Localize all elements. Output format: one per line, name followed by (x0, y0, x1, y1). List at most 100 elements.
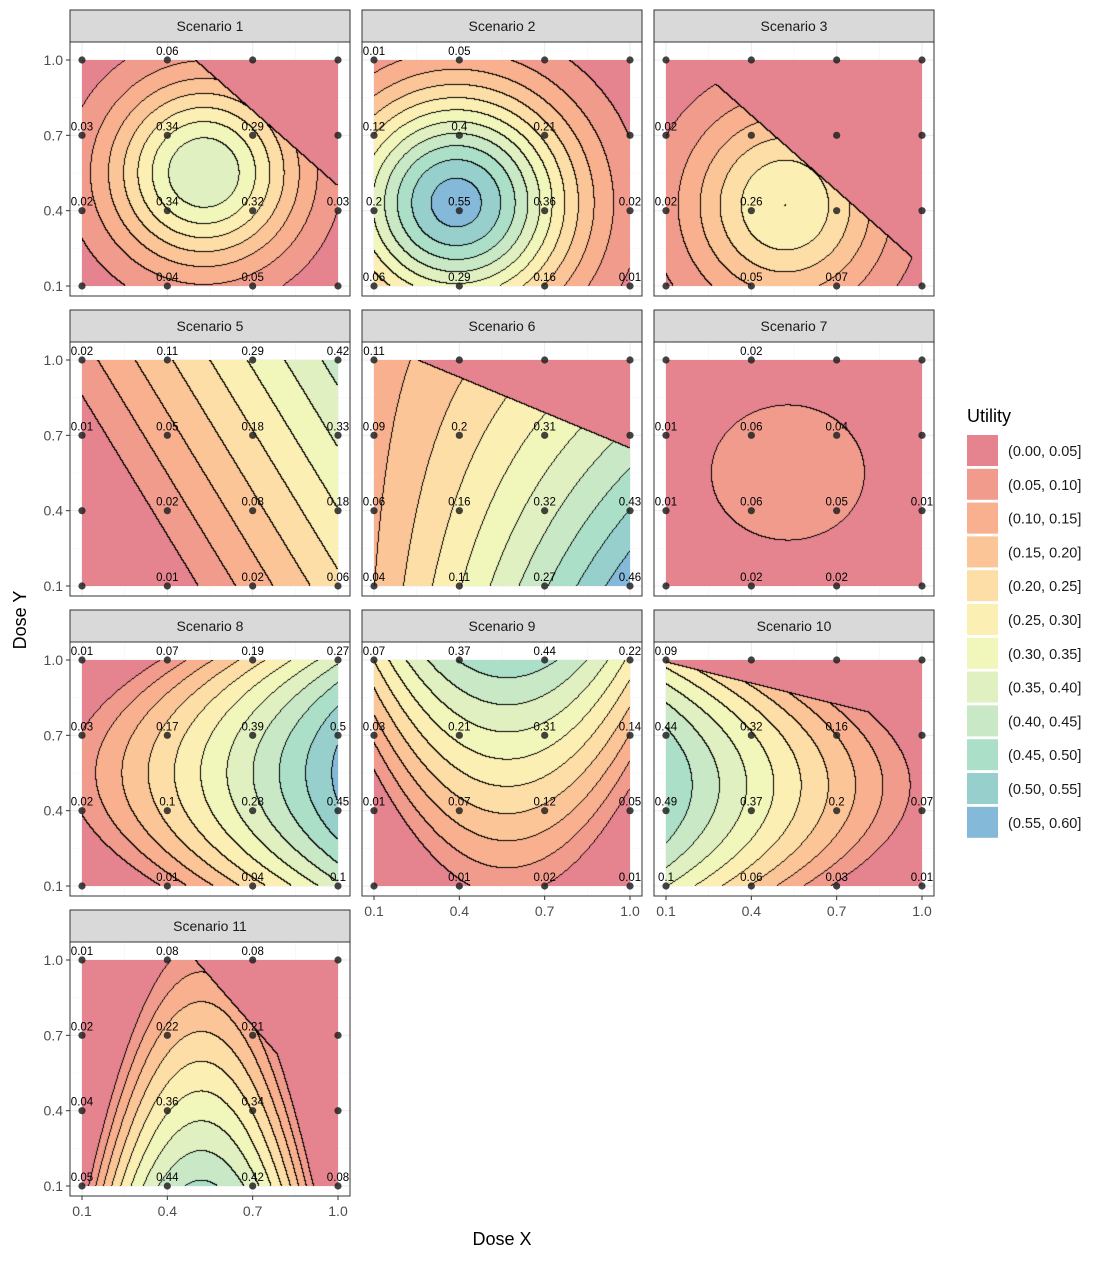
dose-point (249, 656, 257, 664)
utility-value-label: 0.2 (451, 421, 467, 433)
dose-point (626, 731, 634, 739)
dose-point (370, 282, 378, 290)
dose-point (541, 807, 549, 815)
facet-title: Scenario 1 (177, 18, 244, 34)
y-tick-label: 0.1 (44, 278, 64, 294)
utility-value-label: 0.01 (71, 646, 93, 658)
facet-title: Scenario 3 (761, 18, 828, 34)
utility-contour-fill (374, 360, 630, 586)
dose-point (163, 131, 171, 139)
dose-point (78, 282, 86, 290)
dose-point (163, 1182, 171, 1190)
dose-point (833, 131, 841, 139)
legend-label: (0.30, 0.35] (1008, 647, 1081, 663)
facet-strip (653, 609, 935, 643)
dose-point (370, 507, 378, 515)
utility-value-label: 0.05 (156, 421, 178, 433)
legend-swatch (967, 739, 998, 771)
dose-point (370, 731, 378, 739)
dose-point (249, 1182, 257, 1190)
dose-point (626, 131, 634, 139)
dose-point (747, 431, 755, 439)
dose-point (626, 207, 634, 215)
dose-point (918, 282, 926, 290)
dose-point (833, 356, 841, 364)
dose-point (370, 431, 378, 439)
utility-value-label: 0.19 (241, 646, 263, 658)
utility-value-label: 0.07 (363, 646, 385, 658)
dose-point (833, 56, 841, 64)
utility-value-label: 0.06 (740, 872, 762, 884)
dose-point (833, 507, 841, 515)
utility-value-label: 0.27 (533, 572, 555, 584)
legend-label: (0.10, 0.15] (1008, 512, 1081, 528)
utility-value-label: 0.1 (159, 797, 175, 809)
utility-value-label: 0.21 (533, 121, 555, 133)
dose-point (541, 356, 549, 364)
utility-value-label: 0.44 (655, 721, 678, 733)
legend-label: (0.00, 0.05] (1008, 444, 1081, 460)
y-tick-label: 0.7 (44, 1027, 64, 1043)
utility-value-label: 0.02 (71, 797, 93, 809)
utility-value-label: 0.05 (71, 1172, 93, 1184)
dose-point (541, 282, 549, 290)
dose-point (163, 1031, 171, 1039)
dose-point (662, 282, 670, 290)
dose-point (455, 282, 463, 290)
dose-point (833, 807, 841, 815)
facet-strip (69, 9, 351, 43)
utility-value-label: 0.21 (241, 1021, 263, 1033)
x-tick-label: 0.4 (158, 1203, 178, 1219)
utility-contour-fill (374, 60, 630, 286)
y-tick-label: 0.7 (44, 427, 64, 443)
x-tick-label: 1.0 (912, 903, 932, 919)
dose-point (662, 656, 670, 664)
x-tick-label: 0.7 (827, 903, 847, 919)
dose-point (455, 807, 463, 815)
y-tick-label: 1.0 (44, 652, 64, 668)
utility-value-label: 0.02 (619, 197, 641, 209)
y-tick-label: 0.7 (44, 727, 64, 743)
dose-point (662, 731, 670, 739)
facet-panel: Scenario 7 0.02 0.01 0.06 0.04 0.01 0.06 0.05 0.… (653, 309, 935, 597)
dose-point (747, 56, 755, 64)
dose-point (78, 356, 86, 364)
legend-label: (0.15, 0.20] (1008, 545, 1081, 561)
dose-point (455, 131, 463, 139)
utility-value-label: 0.02 (156, 497, 178, 509)
utility-contour-fill (666, 660, 922, 886)
dose-point (163, 807, 171, 815)
dose-point (249, 131, 257, 139)
dose-point (662, 56, 670, 64)
y-tick-label: 0.4 (44, 1103, 64, 1119)
dose-point (163, 731, 171, 739)
y-tick-label: 0.1 (44, 1178, 64, 1194)
dose-point (334, 507, 342, 515)
utility-value-label: 0.01 (655, 497, 677, 509)
utility-value-label: 0.17 (156, 721, 178, 733)
panel-border (361, 341, 643, 597)
utility-contour-fill (82, 60, 338, 286)
dose-point (78, 1031, 86, 1039)
legend-swatch (967, 502, 998, 534)
dose-point (334, 1182, 342, 1190)
dose-point (249, 882, 257, 890)
dose-point (163, 282, 171, 290)
x-tick-label: 0.4 (742, 903, 762, 919)
dose-point (541, 207, 549, 215)
dose-point (833, 282, 841, 290)
dose-point (78, 882, 86, 890)
utility-value-label: 0.04 (241, 872, 264, 884)
dose-point (918, 582, 926, 590)
dose-point (541, 507, 549, 515)
dose-point (163, 882, 171, 890)
dose-point (78, 656, 86, 664)
dose-point (249, 356, 257, 364)
utility-value-label: 0.01 (911, 872, 933, 884)
dose-point (249, 731, 257, 739)
utility-value-label: 0.02 (740, 572, 762, 584)
utility-value-label: 0.01 (619, 872, 641, 884)
legend-label: (0.25, 0.30] (1008, 613, 1081, 629)
y-tick-label: 0.7 (44, 127, 64, 143)
utility-value-label: 0.29 (241, 346, 263, 358)
